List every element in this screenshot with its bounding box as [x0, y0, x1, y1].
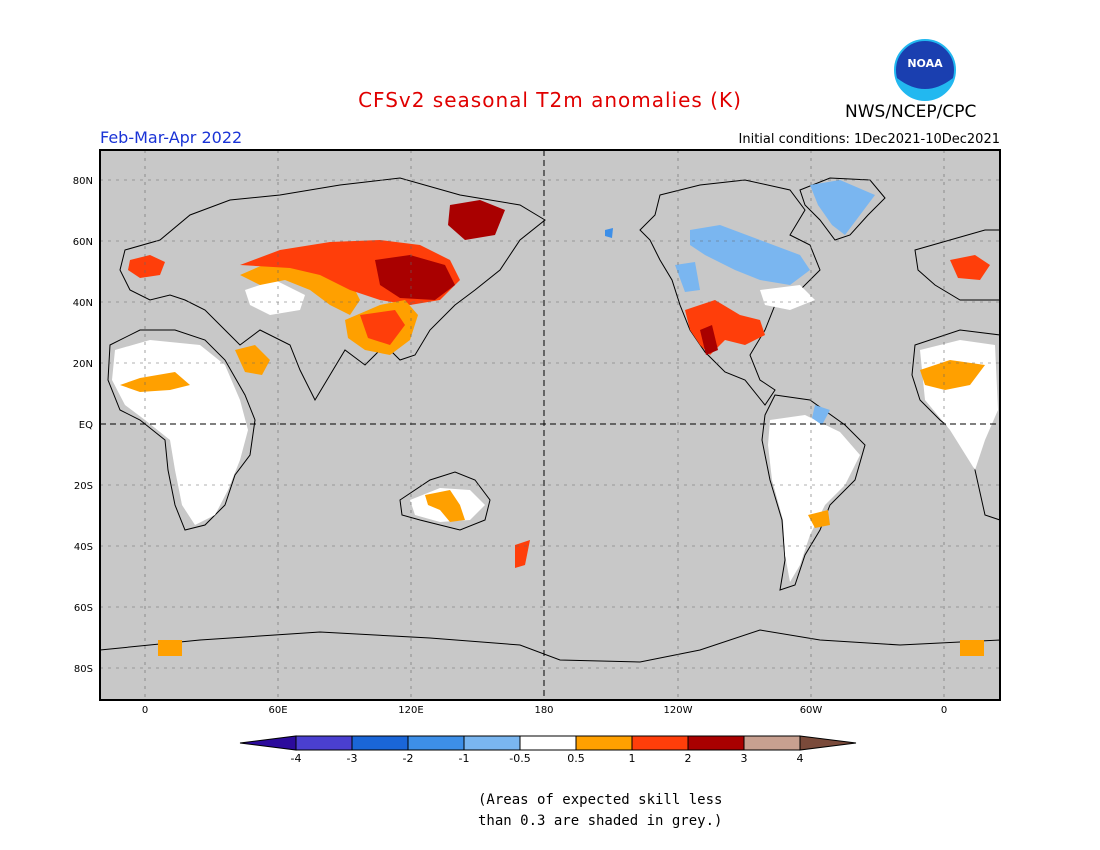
- latitude-axis: 80N 60N 40N 20N EQ 20S 40S 60S 80S: [73, 176, 93, 675]
- legend-tick: -1: [459, 752, 470, 765]
- longitude-axis: 0 60E 120E 180 120W 60W 0: [142, 705, 947, 716]
- initial-conditions: Initial conditions: 1Dec2021-10Dec2021: [738, 132, 1000, 147]
- lon-label: 60W: [800, 705, 823, 716]
- skill-footnote: (Areas of expected skill less than 0.3 a…: [478, 790, 722, 832]
- legend-swatch: [687, 735, 745, 751]
- cold-anomaly-areas: [605, 180, 875, 425]
- legend-swatch: [519, 735, 577, 751]
- legend-swatch: [407, 735, 465, 751]
- lat-label: EQ: [79, 420, 93, 431]
- lon-label: 180: [534, 705, 553, 716]
- legend-swatch: [295, 735, 353, 751]
- legend-tick: 1: [629, 752, 636, 765]
- legend-swatch: [743, 735, 801, 751]
- legend-swatch: [575, 735, 633, 751]
- lon-label: 60E: [268, 705, 287, 716]
- legend-swatch: [631, 735, 689, 751]
- lat-label: 60S: [74, 603, 93, 614]
- lat-label: 80S: [74, 664, 93, 675]
- legend-tick: -4: [291, 752, 302, 765]
- legend-tick: -2: [403, 752, 414, 765]
- chart-title: CFSv2 seasonal T2m anomalies (K): [358, 88, 742, 112]
- footnote-line: than 0.3 are shaded in grey.): [478, 813, 723, 829]
- lon-label: 120E: [398, 705, 423, 716]
- forecast-period: Feb-Mar-Apr 2022: [100, 128, 243, 147]
- warm-anomaly-areas: [120, 200, 990, 656]
- legend-tick-labels: -4 -3 -2 -1 -0.5 0.5 1 2 3 4: [291, 752, 804, 765]
- legend-arrow-low: [239, 735, 297, 751]
- legend-tick: 0.5: [567, 752, 585, 765]
- organization-label: NWS/NCEP/CPC: [845, 102, 977, 122]
- lat-label: 40S: [74, 542, 93, 553]
- legend-swatch: [463, 735, 521, 751]
- lon-label: 0: [142, 705, 148, 716]
- lon-label: 0: [941, 705, 947, 716]
- lon-label: 120W: [664, 705, 693, 716]
- legend-tick: -0.5: [509, 752, 530, 765]
- legend-swatch: [351, 735, 409, 751]
- legend-tick: 3: [741, 752, 748, 765]
- lat-label: 40N: [73, 298, 93, 309]
- map-gridlines: [100, 150, 1000, 700]
- map-frame: [99, 149, 1001, 701]
- noaa-logo-text: NOAA: [907, 57, 943, 70]
- noaa-logo: NOAA: [894, 39, 956, 101]
- north-america: [639, 179, 821, 406]
- lat-label: 80N: [73, 176, 93, 187]
- footnote-line: (Areas of expected skill less: [478, 792, 723, 808]
- legend-tick: -3: [347, 752, 358, 765]
- legend-tick: 4: [797, 752, 804, 765]
- legend-tick: 2: [685, 752, 692, 765]
- legend-arrow-high: [799, 735, 857, 751]
- color-legend: [239, 735, 857, 751]
- lat-label: 20N: [73, 359, 93, 370]
- lat-label: 60N: [73, 237, 93, 248]
- lat-label: 20S: [74, 481, 93, 492]
